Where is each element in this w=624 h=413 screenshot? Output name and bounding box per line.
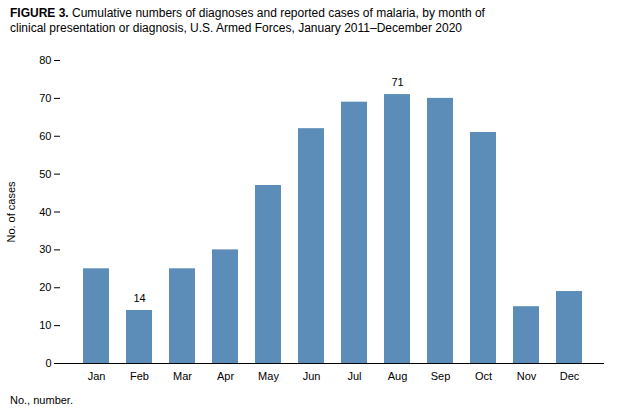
svg-text:71: 71: [391, 76, 403, 88]
svg-text:40: 40: [39, 206, 51, 218]
svg-text:Jul: Jul: [347, 370, 361, 382]
svg-text:Aug: Aug: [388, 370, 408, 382]
svg-text:Apr: Apr: [217, 370, 234, 382]
svg-text:Feb: Feb: [130, 370, 149, 382]
svg-text:Oct: Oct: [475, 370, 492, 382]
svg-text:Sep: Sep: [431, 370, 451, 382]
svg-text:14: 14: [133, 292, 145, 304]
svg-text:30: 30: [39, 243, 51, 255]
svg-text:20: 20: [39, 281, 51, 293]
svg-text:50: 50: [39, 168, 51, 180]
svg-text:Jun: Jun: [303, 370, 321, 382]
html-text:FIGURE 3. Cumulative numbers o: FIGURE 3. Cumulative numbers of diagnose…: [10, 6, 485, 35]
svg-text:80: 80: [39, 54, 51, 66]
svg-text:60: 60: [39, 130, 51, 142]
svg-text:May: May: [258, 370, 279, 382]
svg-text:Dec: Dec: [560, 370, 580, 382]
svg-text:Jan: Jan: [88, 370, 106, 382]
svg-text:No. of cases: No. of cases: [5, 181, 17, 243]
svg-text:70: 70: [39, 92, 51, 104]
svg-text:0: 0: [45, 357, 51, 369]
svg-text:10: 10: [39, 319, 51, 331]
html-text:No., number.: No., number.: [10, 394, 73, 406]
svg-text:Mar: Mar: [173, 370, 192, 382]
svg-text:Nov: Nov: [517, 370, 537, 382]
